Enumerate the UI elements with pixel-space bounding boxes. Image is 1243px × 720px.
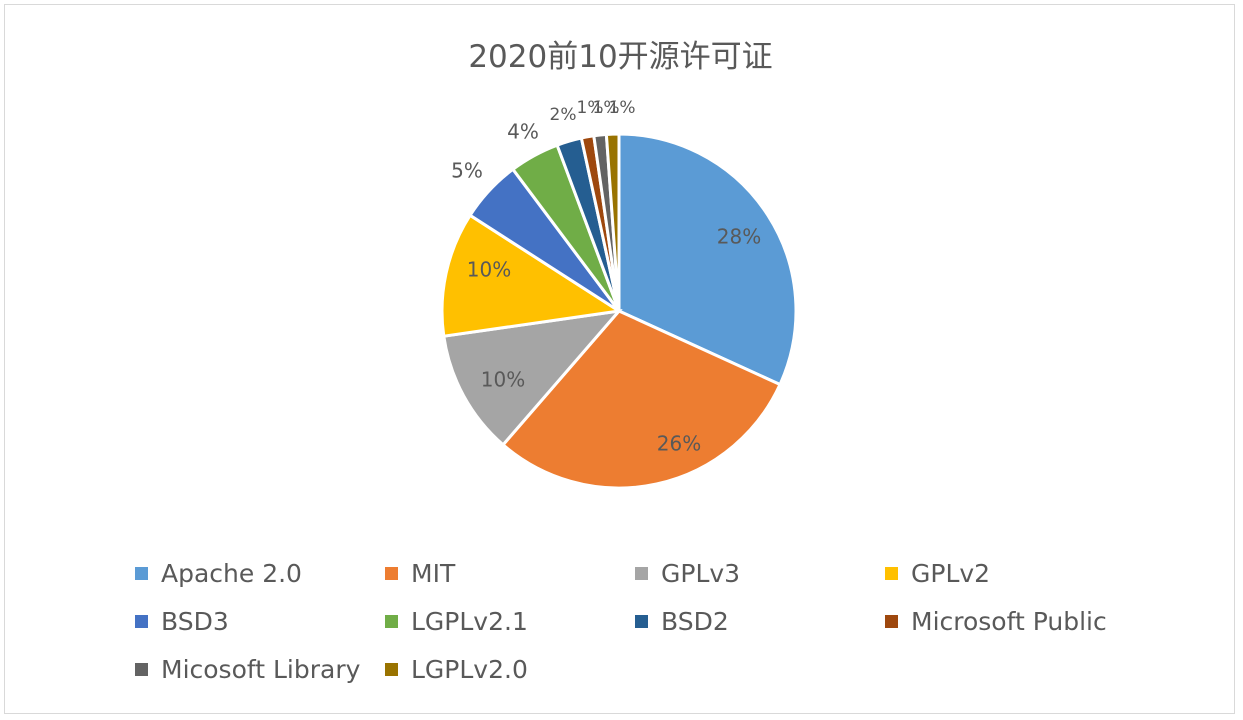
data-label-gplv3: 10%: [481, 368, 525, 392]
chart-frame: 2020前10开源许可证 28% 26% 10% 10% 5% 4% 2% 1% 1% 1% Ap…: [4, 4, 1235, 714]
data-label-microsoft-public: 1%: [577, 98, 604, 118]
pie-slice-gplv3: [442, 308, 623, 447]
data-label-gplv2: 10%: [467, 258, 511, 282]
data-label-micosoft-library: 1%: [593, 98, 620, 118]
pie-slice-apache-2-0: [617, 132, 798, 387]
data-label-apache-2-0: 28%: [717, 225, 761, 249]
data-label-bsd2: 2%: [550, 105, 577, 125]
data-label-mit: 26%: [657, 432, 701, 456]
pie-slice-lgplv2-0: [604, 132, 621, 312]
pie-chart: 28%26%10%10%5%4%2% 1%1%1%: [440, 98, 798, 490]
data-label-lgplv2-1: 4%: [507, 120, 539, 144]
data-label-lgplv2-0: 1%: [609, 98, 636, 118]
data-label-bsd3: 5%: [451, 159, 483, 183]
pie-slice-gplv2: [440, 213, 624, 338]
pie-slice-mit: [500, 309, 782, 490]
chart-title: 2020前10开源许可证: [468, 39, 773, 75]
